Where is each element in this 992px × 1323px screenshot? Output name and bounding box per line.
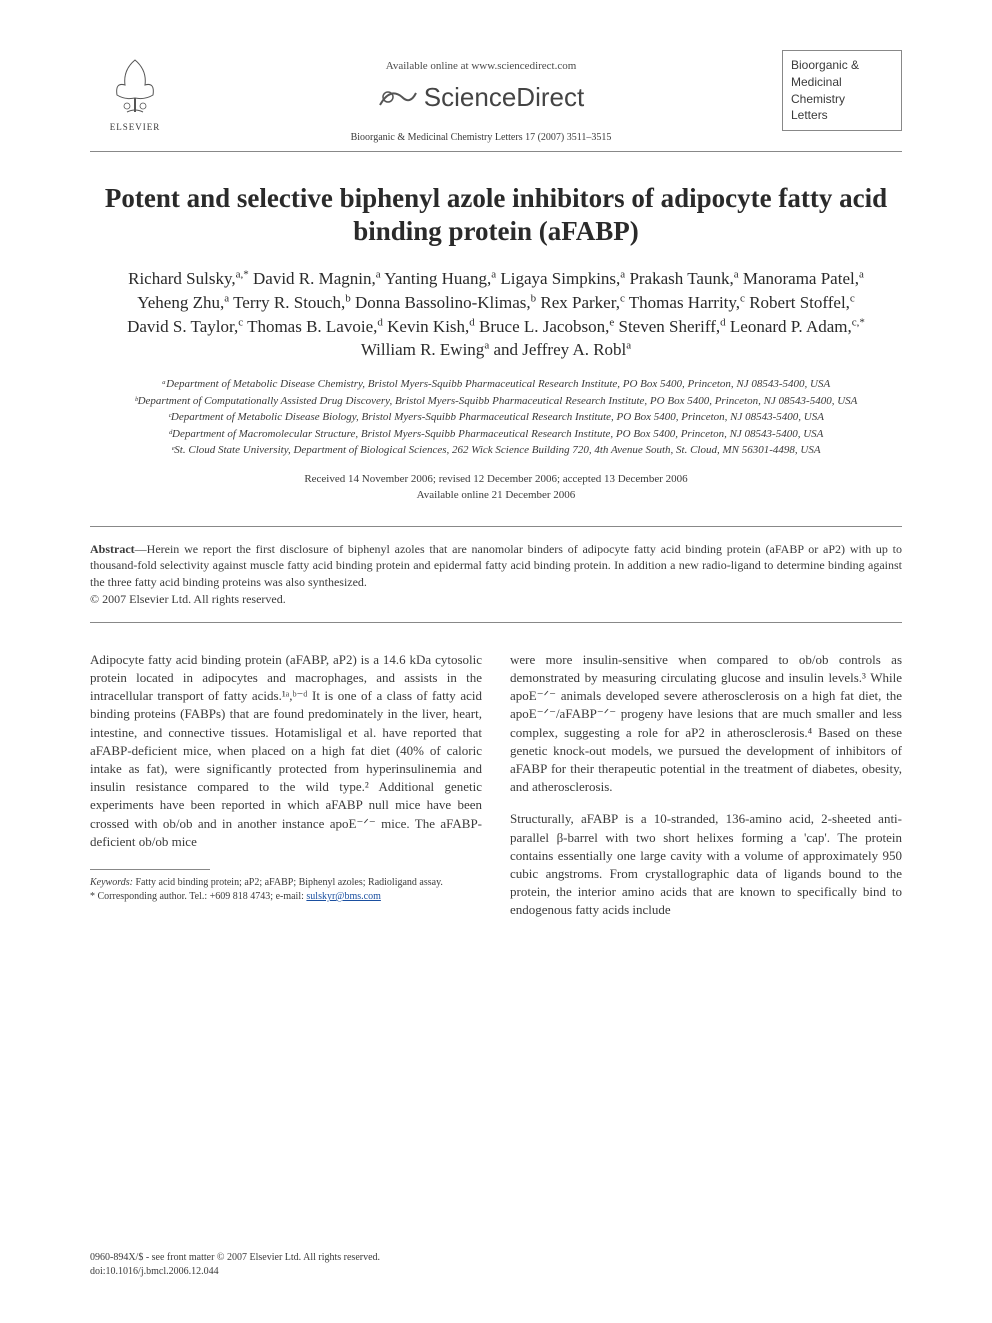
affiliation: ᵉSt. Cloud State University, Department …: [90, 442, 902, 459]
front-matter-line: 0960-894X/$ - see front matter © 2007 El…: [90, 1251, 902, 1265]
journal-box-line: Letters: [791, 107, 893, 124]
footnotes: Keywords: Fatty acid binding protein; aP…: [90, 876, 482, 904]
corresponding-line: * Corresponding author. Tel.: +609 818 4…: [90, 890, 482, 904]
corresponding-email-link[interactable]: sulskyr@bms.com: [306, 891, 381, 902]
elsevier-logo: ELSEVIER: [90, 50, 180, 132]
abstract-block: Abstract—Herein we report the first disc…: [90, 526, 902, 623]
abstract-text: Abstract—Herein we report the first disc…: [90, 542, 902, 590]
body-paragraph: were more insulin-sensitive when compare…: [510, 651, 902, 797]
available-online-text: Available online at www.sciencedirect.co…: [180, 60, 782, 72]
online-line: Available online 21 December 2006: [90, 487, 902, 504]
received-line: Received 14 November 2006; revised 12 De…: [90, 471, 902, 488]
affiliation: ᵇDepartment of Computationally Assisted …: [90, 393, 902, 410]
bottom-copyright: 0960-894X/$ - see front matter © 2007 El…: [90, 1251, 902, 1279]
affiliations: ᵃDepartment of Metabolic Disease Chemist…: [90, 376, 902, 459]
sciencedirect-text: ScienceDirect: [424, 82, 584, 113]
keywords-label: Keywords:: [90, 877, 133, 888]
body-columns: Adipocyte fatty acid binding protein (aF…: [90, 651, 902, 934]
corresponding-text: * Corresponding author. Tel.: +609 818 4…: [90, 891, 306, 902]
journal-reference: Bioorganic & Medicinal Chemistry Letters…: [180, 132, 782, 143]
affiliation: ᶜDepartment of Metabolic Disease Biology…: [90, 409, 902, 426]
doi-line: doi:10.1016/j.bmcl.2006.12.044: [90, 1265, 902, 1279]
journal-title-box: Bioorganic & Medicinal Chemistry Letters: [782, 50, 902, 131]
journal-box-line: Chemistry: [791, 91, 893, 108]
publication-dates: Received 14 November 2006; revised 12 De…: [90, 471, 902, 504]
sciencedirect-logo: ScienceDirect: [378, 82, 584, 113]
keywords-line: Keywords: Fatty acid binding protein; aP…: [90, 876, 482, 890]
sciencedirect-swoosh-icon: [378, 83, 418, 113]
center-header: Available online at www.sciencedirect.co…: [180, 50, 782, 143]
article-title: Potent and selective biphenyl azole inhi…: [90, 182, 902, 250]
header-row: ELSEVIER Available online at www.science…: [90, 50, 902, 143]
footnote-divider: [90, 869, 210, 870]
affiliation: ᵃDepartment of Metabolic Disease Chemist…: [90, 376, 902, 393]
affiliation: ᵈDepartment of Macromolecular Structure,…: [90, 426, 902, 443]
abstract-copyright: © 2007 Elsevier Ltd. All rights reserved…: [90, 592, 286, 606]
body-paragraph: Adipocyte fatty acid binding protein (aF…: [90, 651, 482, 851]
elsevier-label: ELSEVIER: [110, 122, 161, 132]
body-paragraph: Structurally, aFABP is a 10-stranded, 13…: [510, 810, 902, 919]
column-right: were more insulin-sensitive when compare…: [510, 651, 902, 934]
keywords-text: Fatty acid binding protein; aP2; aFABP; …: [135, 877, 442, 888]
journal-box-line: Bioorganic &: [791, 57, 893, 74]
journal-box-line: Medicinal: [791, 74, 893, 91]
header-divider: [90, 151, 902, 152]
author-list: Richard Sulsky,a,* David R. Magnin,a Yan…: [90, 267, 902, 362]
elsevier-tree-icon: [105, 50, 165, 120]
column-left: Adipocyte fatty acid binding protein (aF…: [90, 651, 482, 934]
